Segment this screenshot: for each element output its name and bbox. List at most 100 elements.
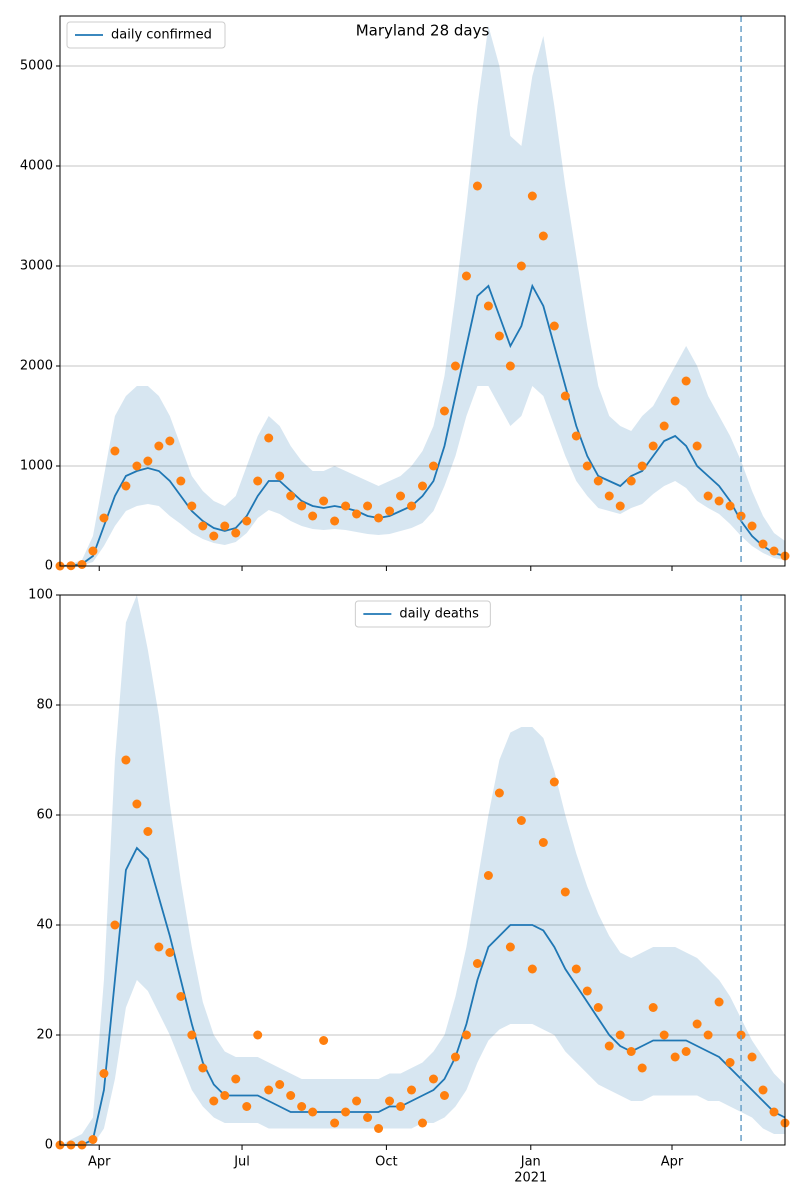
observation-point	[670, 396, 680, 406]
observation-point	[439, 406, 449, 416]
observation-point	[330, 516, 340, 526]
y-tick-label: 4000	[20, 159, 53, 174]
observation-point	[88, 1135, 98, 1144]
observation-point	[132, 799, 142, 809]
observation-point	[363, 1113, 373, 1122]
observation-point	[231, 1074, 241, 1084]
observation-point	[560, 391, 570, 401]
observation-point	[330, 1118, 340, 1128]
observation-point	[472, 181, 482, 191]
observation-point	[593, 1003, 603, 1012]
x-tick-label: Jan	[520, 1155, 541, 1170]
observation-point	[374, 1124, 384, 1133]
x-tick-label: Apr	[88, 1155, 111, 1170]
observation-point	[582, 986, 592, 996]
observation-point	[341, 501, 351, 511]
observation-point	[418, 1118, 427, 1128]
observation-point	[516, 816, 526, 825]
chart-title: Maryland 28 days	[356, 22, 490, 40]
observation-point	[154, 441, 164, 451]
observation-point	[637, 461, 647, 471]
observation-point	[341, 1107, 351, 1117]
observation-point	[253, 476, 263, 486]
observation-point	[450, 361, 460, 371]
uncertainty-band	[60, 595, 785, 1145]
observation-point	[461, 1030, 471, 1040]
observation-point	[209, 531, 219, 541]
observation-point	[505, 361, 515, 371]
observation-point	[209, 1096, 219, 1106]
observation-point	[77, 560, 87, 569]
y-tick-label: 20	[36, 1028, 53, 1043]
observation-point	[363, 501, 373, 511]
observation-point	[428, 461, 438, 471]
observation-point	[132, 461, 142, 471]
observation-point	[154, 942, 164, 952]
observation-point	[275, 1080, 285, 1089]
y-tick-label: 1000	[20, 459, 53, 474]
observation-point	[176, 476, 186, 486]
observation-point	[407, 501, 417, 511]
y-tick-label: 2000	[20, 359, 53, 374]
observation-point	[374, 513, 384, 523]
y-tick-label: 60	[36, 808, 53, 823]
y-tick-label: 5000	[20, 59, 53, 74]
observation-point	[714, 496, 724, 506]
observation-point	[319, 1036, 329, 1045]
observation-point	[593, 476, 603, 486]
observation-point	[220, 1091, 230, 1100]
observation-point	[121, 755, 131, 765]
observation-point	[494, 788, 504, 798]
y-tick-label: 40	[36, 918, 53, 933]
observation-point	[439, 1091, 449, 1100]
observation-point	[703, 1030, 713, 1040]
observation-point	[143, 456, 153, 466]
observation-point	[681, 376, 691, 386]
legend-label: daily confirmed	[111, 28, 212, 43]
legend-label: daily deaths	[399, 607, 479, 622]
observation-point	[626, 1047, 636, 1056]
observation-point	[626, 476, 636, 486]
observation-point	[352, 1096, 362, 1106]
observation-point	[769, 546, 779, 556]
y-tick-label: 100	[28, 588, 53, 603]
observation-point	[264, 1085, 274, 1095]
observation-point	[319, 496, 329, 506]
observation-point	[560, 887, 570, 897]
observation-point	[198, 1063, 208, 1073]
observation-point	[505, 942, 515, 952]
series-line	[59, 283, 786, 567]
observation-point	[396, 491, 406, 501]
observation-point	[582, 461, 592, 471]
observation-point	[187, 1030, 197, 1040]
plot-frame	[59, 15, 786, 567]
observation-point	[242, 516, 252, 526]
observation-point	[286, 491, 296, 501]
observation-point	[385, 1096, 395, 1106]
y-tick-label: 80	[36, 698, 53, 713]
observation-point	[143, 827, 153, 836]
observation-point	[297, 501, 307, 511]
observation-point	[407, 1085, 417, 1095]
observation-point	[659, 421, 669, 431]
observation-point	[604, 491, 614, 501]
observation-point	[165, 436, 175, 446]
observation-point	[747, 1052, 757, 1062]
observation-point	[648, 441, 658, 451]
observation-point	[725, 501, 735, 511]
observation-point	[461, 271, 471, 281]
observation-point	[483, 871, 493, 880]
observation-point	[670, 1052, 680, 1062]
observation-point	[483, 301, 493, 311]
observation-point	[549, 777, 559, 787]
y-tick-label: 3000	[20, 259, 53, 274]
observation-point	[165, 948, 175, 957]
observation-point	[637, 1063, 647, 1073]
x-tick-label: Oct	[375, 1155, 397, 1170]
observation-point	[450, 1052, 460, 1062]
observation-point	[714, 997, 724, 1007]
x-tick-label: Apr	[661, 1155, 684, 1170]
observation-point	[187, 501, 197, 511]
observation-point	[681, 1047, 691, 1056]
y-tick-label: 0	[45, 559, 53, 574]
